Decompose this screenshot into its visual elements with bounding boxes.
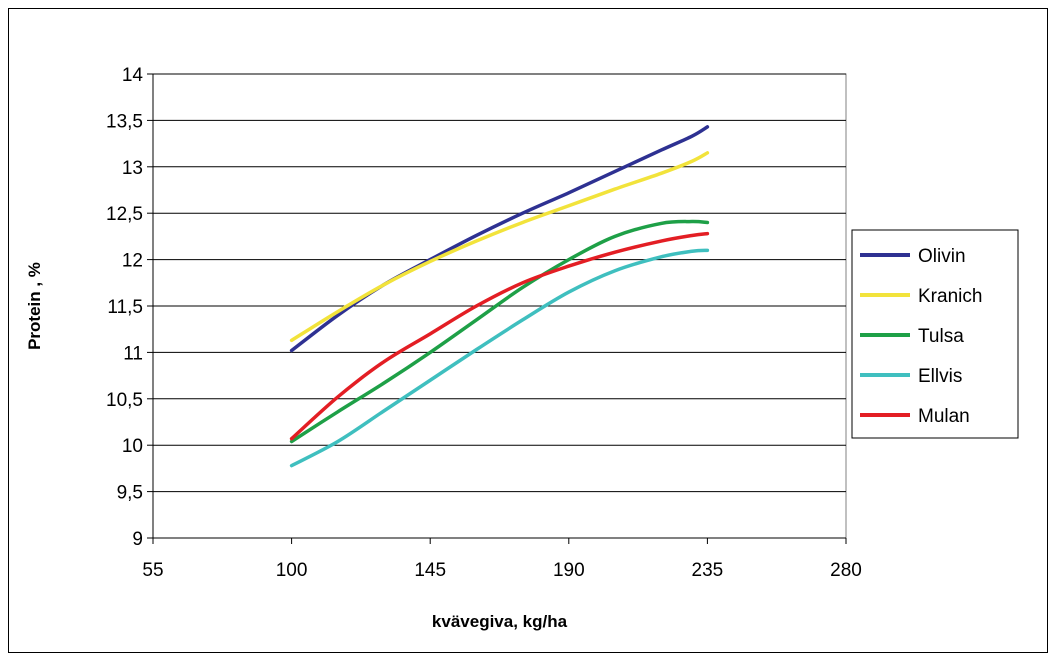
series-lines xyxy=(289,125,710,468)
x-tick-label: 280 xyxy=(830,560,862,581)
legend-label-tulsa: Tulsa xyxy=(918,326,964,347)
x-tick-label: 235 xyxy=(692,560,724,581)
legend: Olivin Kranich Tulsa Ellvis Mulan xyxy=(851,229,1019,439)
y-tick-label: 11,5 xyxy=(107,297,143,318)
y-tick-label: 13 xyxy=(122,158,143,179)
series-line-tulsa xyxy=(289,219,710,444)
series-line-ellvis xyxy=(289,248,710,468)
grid-lines xyxy=(152,73,846,539)
x-tick-label: 55 xyxy=(142,560,163,581)
legend-label-kranich: Kranich xyxy=(918,286,982,307)
y-tick-label: 13,5 xyxy=(106,111,143,132)
y-tick-label: 9,5 xyxy=(117,483,143,504)
y-tick-label: 11 xyxy=(123,343,143,364)
x-axis-title: kvävegiva, kg/ha xyxy=(432,612,568,631)
y-tick-label: 10 xyxy=(122,436,143,457)
legend-label-ellvis: Ellvis xyxy=(918,366,962,387)
x-axis-ticks: 55 100 145 190 235 280 xyxy=(142,538,862,581)
legend-label-olivin: Olivin xyxy=(918,246,966,267)
x-tick-label: 145 xyxy=(414,560,446,581)
x-tick-label: 190 xyxy=(553,560,585,581)
series-line-mulan xyxy=(289,231,710,441)
x-tick-label: 100 xyxy=(276,560,308,581)
y-tick-label: 14 xyxy=(122,65,144,86)
y-axis-title: Protein , % xyxy=(25,262,44,350)
y-tick-label: 12,5 xyxy=(106,204,143,225)
series-line-kranich xyxy=(289,151,710,343)
y-axis-ticks: 9 9,5 10 10,5 11 11,5 12 12,5 13 13,5 14 xyxy=(106,65,153,550)
y-tick-label: 10,5 xyxy=(106,390,143,411)
y-tick-label: 9 xyxy=(132,529,143,550)
y-tick-label: 12 xyxy=(122,251,143,272)
legend-label-mulan: Mulan xyxy=(918,406,970,427)
